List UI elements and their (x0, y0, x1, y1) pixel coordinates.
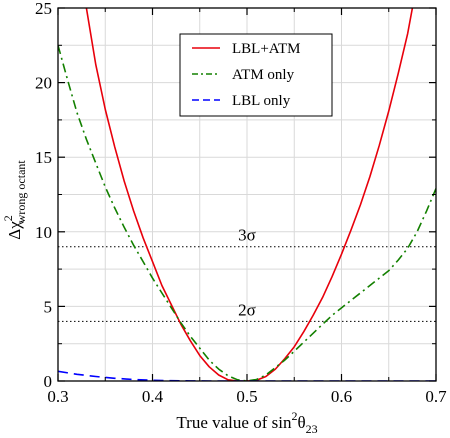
x-tick-label: 0.5 (236, 387, 257, 406)
legend-label: ATM only (232, 67, 295, 83)
x-axis-title-sup: 2 (291, 409, 297, 423)
y-tick-label: 25 (35, 0, 52, 18)
x-axis-title-main: True value of sin (176, 413, 292, 432)
x-axis-title: True value of sin2θ23 (176, 409, 317, 436)
series-line (58, 45, 436, 381)
legend-label: LBL+ATM (232, 41, 300, 57)
reference-line-label: 2σ (238, 300, 256, 319)
y-tick-label: 10 (35, 223, 52, 242)
y-axis-title: Δχ2wrong octant (1, 160, 28, 240)
reference-line-label: 3σ (238, 226, 256, 245)
x-tick-label: 0.4 (142, 387, 164, 406)
y-tick-label: 15 (35, 148, 52, 167)
x-axis-title-sub: 23 (306, 422, 318, 436)
axis-ticks: 0.3 0.4 0.5 0.6 0.7 0 5 10 15 20 25 (35, 0, 447, 406)
legend: LBL+ATM ATM only LBL only (179, 33, 333, 117)
reference-lines: 3σ 2σ (58, 226, 436, 322)
x-tick-label: 0.3 (47, 387, 68, 406)
x-tick-label: 0.6 (331, 387, 352, 406)
y-tick-label: 5 (44, 297, 53, 316)
y-tick-label: 0 (44, 372, 53, 391)
y-axis-title-sub: wrong octant (14, 160, 28, 224)
y-axis-title-delta: Δχ (5, 221, 24, 240)
legend-items: LBL+ATM ATM only LBL only (192, 41, 300, 109)
x-axis-title-theta: θ (297, 413, 305, 432)
x-tick-label: 0.7 (425, 387, 447, 406)
grid (58, 8, 436, 381)
y-axis-title-sup: 2 (1, 215, 15, 221)
y-tick-label: 20 (35, 74, 52, 93)
legend-label: LBL only (232, 93, 291, 109)
